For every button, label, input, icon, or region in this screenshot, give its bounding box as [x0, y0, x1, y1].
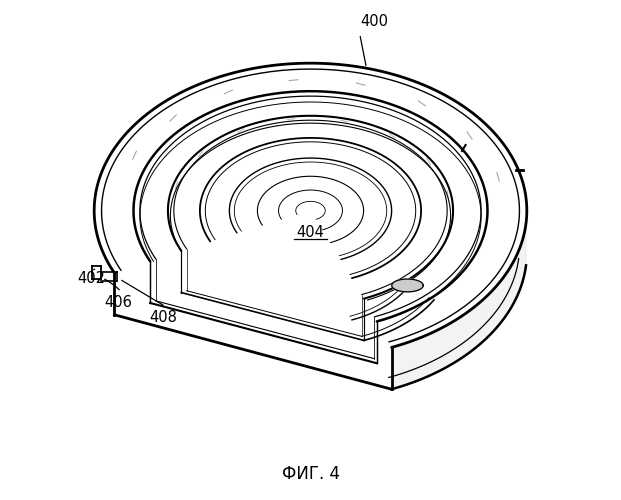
Text: 400: 400	[360, 14, 388, 28]
Text: 408: 408	[149, 310, 177, 325]
Text: 406: 406	[104, 295, 132, 310]
Text: 404: 404	[297, 226, 324, 240]
Polygon shape	[391, 224, 526, 389]
Text: ФИГ. 4: ФИГ. 4	[281, 464, 340, 482]
Text: 402: 402	[78, 270, 106, 285]
Polygon shape	[392, 279, 424, 292]
